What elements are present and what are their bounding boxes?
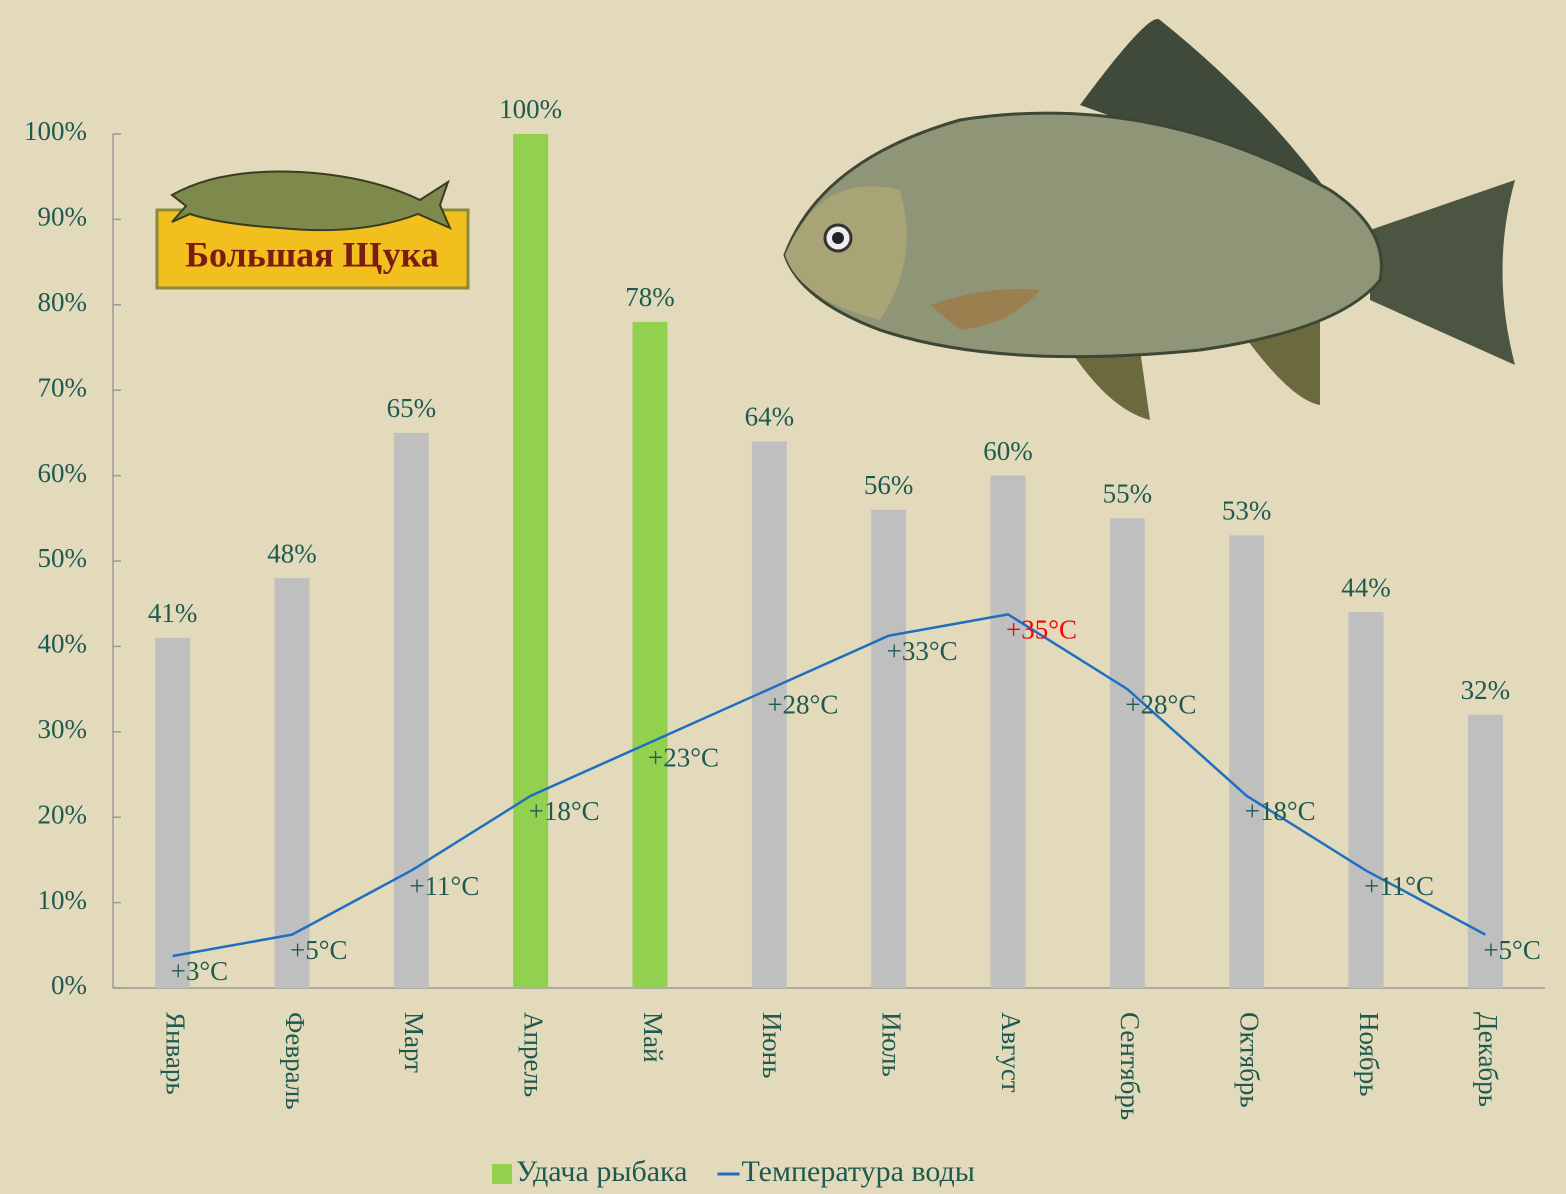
y-tick-label: 10% <box>38 885 88 915</box>
line-value-label: +11°C <box>1364 871 1434 901</box>
bar-value-label: 44% <box>1341 572 1391 602</box>
bar <box>871 509 907 988</box>
y-tick-label: 20% <box>38 799 88 829</box>
bar-value-label: 100% <box>499 94 562 124</box>
y-tick-label: 70% <box>38 372 88 402</box>
bar <box>1229 535 1265 988</box>
bar-value-label: 55% <box>1103 479 1153 509</box>
bar-value-label: 32% <box>1461 675 1511 705</box>
x-tick-label: Июль <box>876 1012 906 1077</box>
x-tick-label: Июнь <box>757 1012 787 1078</box>
y-tick-label: 30% <box>38 714 88 744</box>
x-tick-label: Январь <box>160 1012 190 1095</box>
fish-illustration <box>783 19 1515 420</box>
x-tick-label: Май <box>638 1012 668 1062</box>
y-tick-label: 100% <box>24 116 87 146</box>
line-value-label: +5°C <box>1483 935 1541 965</box>
pectoral-fin <box>930 289 1040 330</box>
lower-fins <box>1070 320 1320 420</box>
bar <box>990 475 1026 989</box>
line-value-label: +35°C <box>1006 615 1077 645</box>
line-value-label: +28°C <box>1125 689 1196 719</box>
bar <box>513 134 549 988</box>
x-tick-label: Август <box>996 1012 1026 1093</box>
x-tick-label: Сентябрь <box>1115 1012 1145 1120</box>
y-tick-label: 40% <box>38 629 88 659</box>
y-tick-label: 0% <box>51 970 87 1000</box>
bar-value-label: 56% <box>864 470 914 500</box>
bar <box>751 441 787 988</box>
x-tick-label: Март <box>399 1012 429 1073</box>
legend-label: Температура воды <box>742 1155 975 1188</box>
tail-fin <box>1370 180 1515 365</box>
bar-value-label: 60% <box>983 436 1033 466</box>
x-tick-label: Апрель <box>518 1012 548 1097</box>
y-tick-label: 50% <box>38 543 88 573</box>
bar-value-label: 41% <box>148 598 198 628</box>
temperature-line <box>172 613 1486 958</box>
line-value-label: +28°C <box>767 689 838 719</box>
fish-body <box>783 111 1383 359</box>
bar-value-label: 64% <box>745 402 795 432</box>
legend: Удача рыбака Температура воды <box>492 1155 975 1188</box>
dorsal-fin <box>1080 19 1330 196</box>
line-value-label: +5°C <box>290 935 348 965</box>
fish-pupil <box>832 232 844 244</box>
bar <box>1467 714 1503 988</box>
legend-label: Удача рыбака <box>516 1155 688 1188</box>
bar-value-label: 65% <box>387 393 437 423</box>
bar <box>393 432 429 988</box>
line-value-label: +18°C <box>529 796 600 826</box>
bar-value-label: 78% <box>625 282 675 312</box>
line-value-label: +23°C <box>648 743 719 773</box>
logo-pike <box>170 170 452 232</box>
y-tick-label: 80% <box>38 287 88 317</box>
bar-value-label: 53% <box>1222 496 1272 526</box>
x-tick-label: Ноябрь <box>1354 1012 1384 1096</box>
bar <box>632 321 668 988</box>
bar <box>1348 612 1384 988</box>
line-value-label: +11°C <box>409 871 479 901</box>
bar <box>155 637 191 988</box>
x-tick-label: Декабрь <box>1473 1012 1503 1107</box>
logo-text: Большая Щука <box>185 234 439 274</box>
legend-swatch <box>492 1164 512 1184</box>
line-value-label: +18°C <box>1245 796 1316 826</box>
fish-head <box>785 186 907 320</box>
logo: Большая Щука <box>155 170 470 290</box>
line-value-label: +3°C <box>171 956 229 986</box>
bar-value-label: 48% <box>267 538 317 568</box>
bar <box>274 578 310 988</box>
y-tick-label: 90% <box>38 202 88 232</box>
line-value-label: +33°C <box>887 636 958 666</box>
x-tick-label: Февраль <box>280 1012 310 1110</box>
y-tick-label: 60% <box>38 458 88 488</box>
x-tick-label: Октябрь <box>1234 1012 1264 1108</box>
bar <box>1109 518 1145 988</box>
